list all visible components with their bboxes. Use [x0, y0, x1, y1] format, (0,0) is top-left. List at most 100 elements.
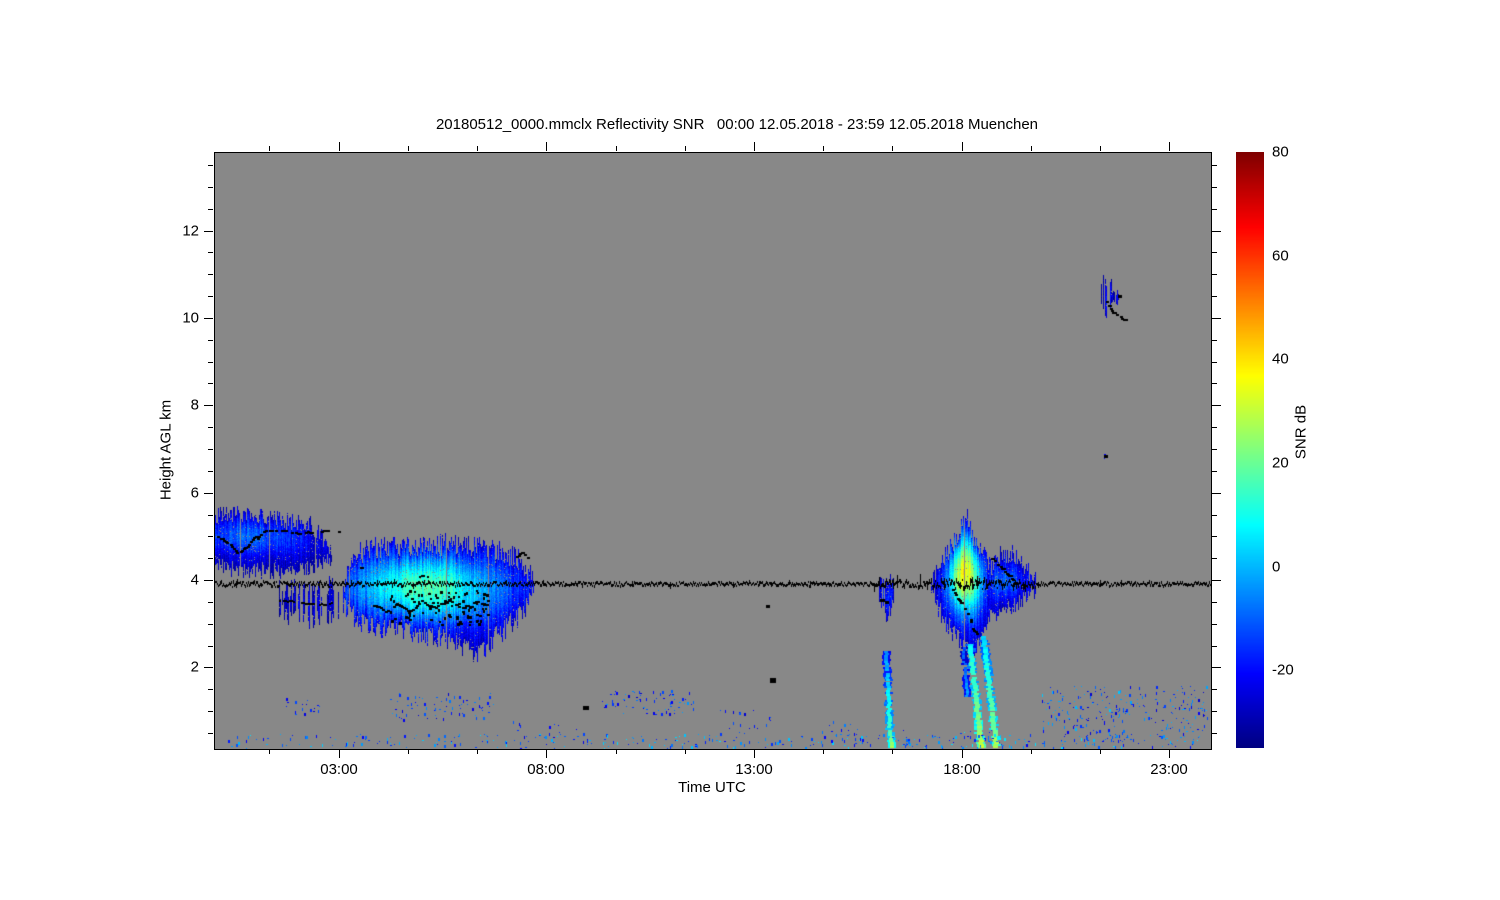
y-axis-minor-tick-right: [1212, 362, 1217, 363]
colorbar-tick-label: 40: [1272, 350, 1289, 368]
x-axis-major-tick-top: [339, 142, 340, 151]
y-axis-minor-tick: [208, 624, 213, 625]
y-axis-minor-tick: [208, 536, 213, 537]
y-axis-minor-tick-right: [1212, 165, 1217, 166]
x-axis-major-tick-top: [754, 142, 755, 151]
y-axis-minor-tick: [208, 733, 213, 734]
y-axis-major-tick-right: [1212, 318, 1221, 319]
y-axis-minor-tick-right: [1212, 471, 1217, 472]
x-axis-minor-tick-top: [1100, 146, 1101, 151]
y-axis-minor-tick: [208, 711, 213, 712]
y-tick-label: 8: [190, 396, 199, 414]
x-axis-major-tick: [1169, 749, 1170, 758]
y-axis-major-tick-right: [1212, 231, 1221, 232]
x-axis-minor-tick-top: [616, 146, 617, 151]
y-axis-minor-tick-right: [1212, 515, 1217, 516]
y-axis-minor-tick: [208, 362, 213, 363]
y-axis-minor-tick-right: [1212, 733, 1217, 734]
x-axis-major-tick-top: [962, 142, 963, 151]
y-axis-minor-tick: [208, 646, 213, 647]
x-axis-minor-tick-top: [892, 146, 893, 151]
x-tick-label: 18:00: [943, 761, 981, 778]
y-axis-minor-tick-right: [1212, 602, 1217, 603]
x-axis-minor-tick-top: [823, 146, 824, 151]
y-axis-minor-tick-right: [1212, 536, 1217, 537]
y-axis-minor-tick-right: [1212, 689, 1217, 690]
y-axis-minor-tick-right: [1212, 427, 1217, 428]
y-axis-major-tick-right: [1212, 580, 1221, 581]
x-axis-label: Time UTC: [678, 779, 746, 796]
y-axis-minor-tick: [208, 689, 213, 690]
y-axis-major-tick-right: [1212, 667, 1221, 668]
y-tick-label: 6: [190, 484, 199, 502]
y-axis-minor-tick-right: [1212, 646, 1217, 647]
y-axis-minor-tick-right: [1212, 711, 1217, 712]
y-axis-major-tick: [204, 318, 213, 319]
x-tick-label: 08:00: [527, 761, 565, 778]
y-axis-major-tick: [204, 667, 213, 668]
y-axis-minor-tick: [208, 209, 213, 210]
y-axis-minor-tick-right: [1212, 274, 1217, 275]
x-tick-label: 23:00: [1150, 761, 1188, 778]
x-tick-label: 13:00: [735, 761, 773, 778]
y-axis-minor-tick: [208, 383, 213, 384]
y-axis-major-tick: [204, 405, 213, 406]
x-axis-minor-tick: [1031, 749, 1032, 754]
colorbar-tick-label: 0: [1272, 558, 1281, 576]
x-axis-minor-tick: [892, 749, 893, 754]
y-axis-minor-tick: [208, 274, 213, 275]
y-axis-minor-tick: [208, 558, 213, 559]
y-tick-label: 4: [190, 571, 199, 589]
x-axis-major-tick: [546, 749, 547, 758]
y-axis-minor-tick-right: [1212, 624, 1217, 625]
x-axis-minor-tick: [1100, 749, 1101, 754]
y-axis-major-tick-right: [1212, 493, 1221, 494]
y-tick-label: 12: [182, 222, 199, 240]
y-axis-minor-tick-right: [1212, 340, 1217, 341]
x-axis-minor-tick-top: [269, 146, 270, 151]
y-axis-major-tick: [204, 580, 213, 581]
x-axis-minor-tick: [408, 749, 409, 754]
y-tick-label: 2: [190, 658, 199, 676]
colorbar-tick-label: -20: [1272, 661, 1294, 679]
y-axis-minor-tick-right: [1212, 296, 1217, 297]
x-axis-minor-tick-top: [477, 146, 478, 151]
colorbar-tick-label: 60: [1272, 247, 1289, 265]
colorbar: [1236, 152, 1264, 748]
y-axis-minor-tick: [208, 340, 213, 341]
y-axis-major-tick: [204, 493, 213, 494]
y-axis-minor-tick: [208, 515, 213, 516]
y-axis-minor-tick-right: [1212, 252, 1217, 253]
y-axis-major-tick: [204, 231, 213, 232]
y-axis-minor-tick: [208, 602, 213, 603]
plot-area: [214, 152, 1212, 750]
x-axis-major-tick-top: [546, 142, 547, 151]
y-axis-minor-tick-right: [1212, 558, 1217, 559]
x-axis-major-tick: [339, 749, 340, 758]
x-axis-major-tick: [754, 749, 755, 758]
x-axis-minor-tick-top: [408, 146, 409, 151]
y-axis-minor-tick-right: [1212, 449, 1217, 450]
x-axis-minor-tick: [477, 749, 478, 754]
x-axis-major-tick: [962, 749, 963, 758]
x-axis-major-tick-top: [1169, 142, 1170, 151]
x-axis-minor-tick: [823, 749, 824, 754]
x-axis-minor-tick: [616, 749, 617, 754]
plot-title: 20180512_0000.mmclx Reflectivity SNR 00:…: [435, 116, 1039, 133]
y-tick-label: 10: [182, 309, 199, 327]
y-axis-minor-tick: [208, 296, 213, 297]
colorbar-tick-label: 20: [1272, 454, 1289, 472]
x-axis-minor-tick: [269, 749, 270, 754]
y-axis-minor-tick: [208, 471, 213, 472]
y-axis-minor-tick: [208, 187, 213, 188]
x-axis-minor-tick-top: [1031, 146, 1032, 151]
heatmap-canvas: [215, 153, 1211, 749]
colorbar-tick-label: 80: [1272, 143, 1289, 161]
y-axis-minor-tick: [208, 165, 213, 166]
y-axis-minor-tick: [208, 427, 213, 428]
y-axis-minor-tick-right: [1212, 209, 1217, 210]
x-axis-minor-tick-top: [685, 146, 686, 151]
x-tick-label: 03:00: [320, 761, 358, 778]
y-axis-minor-tick: [208, 449, 213, 450]
